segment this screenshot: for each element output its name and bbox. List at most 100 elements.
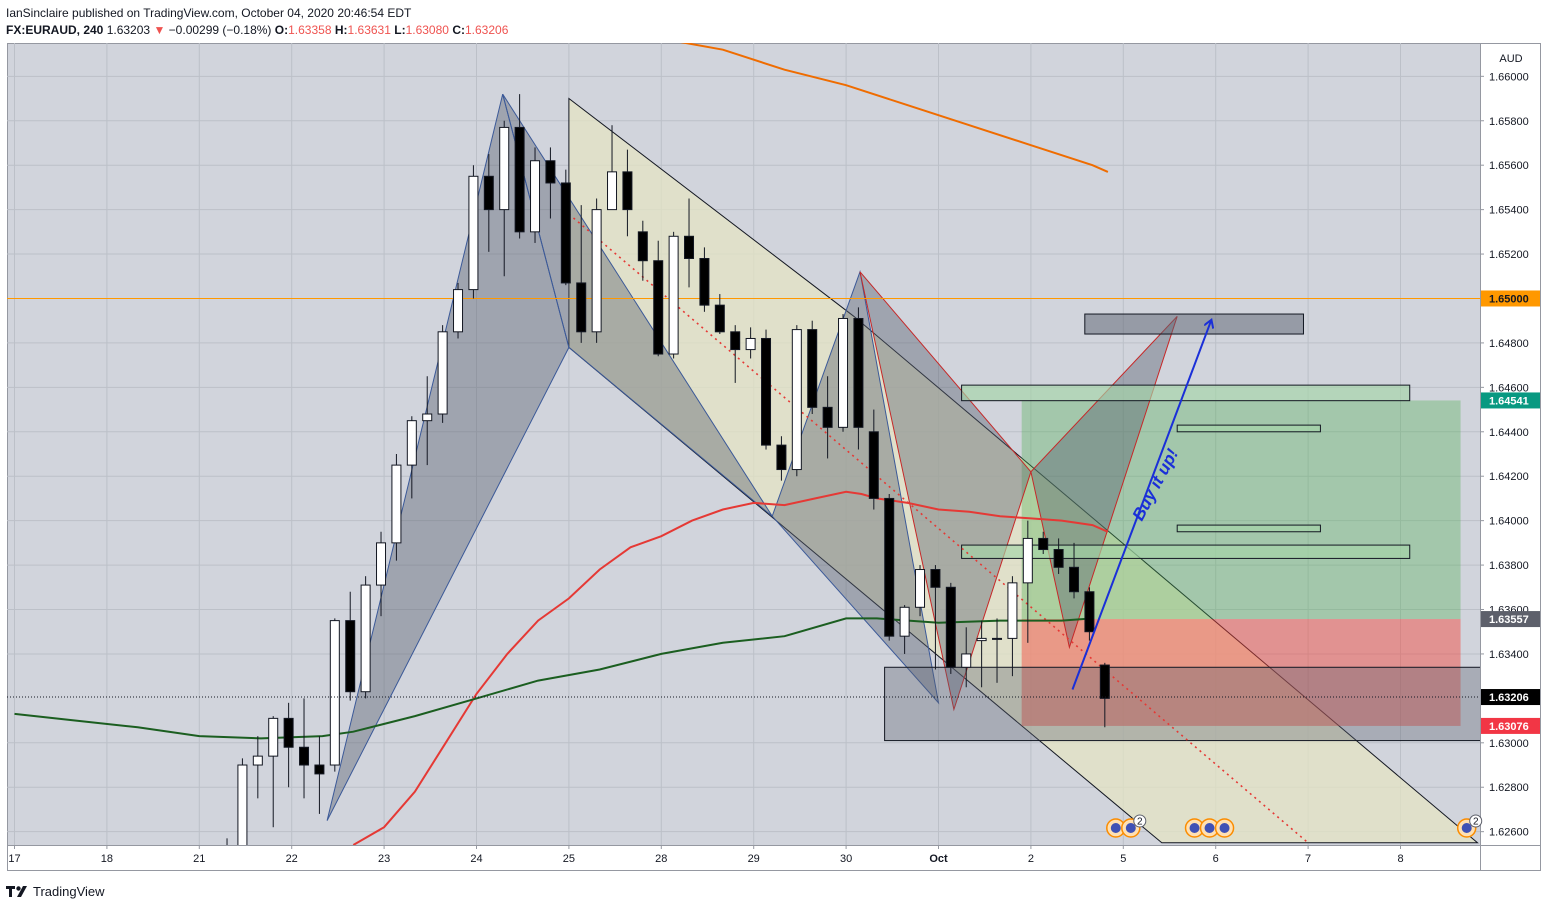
event-flag-icon — [1125, 823, 1136, 833]
candle-up — [992, 637, 1003, 640]
price-tick-label: 1.62600 — [1489, 827, 1529, 839]
high-label: H: — [334, 23, 348, 37]
open-value: 1.63358 — [288, 23, 332, 37]
candle-down — [314, 764, 325, 775]
time-tick-label: 18 — [101, 853, 113, 865]
price-tick-label: 1.65600 — [1489, 160, 1529, 172]
candle-up — [499, 126, 510, 211]
candle-up — [391, 464, 402, 544]
price-badge-label: 1.65000 — [1489, 293, 1529, 305]
candle-down — [299, 746, 310, 766]
candle-down — [545, 160, 556, 184]
price-tick-label: 1.63400 — [1489, 649, 1529, 661]
event-count: 2 — [1473, 817, 1479, 828]
candle-down — [560, 182, 571, 284]
time-tick-label: 2 — [1028, 853, 1034, 865]
candle-down — [776, 444, 787, 471]
candle-up — [530, 160, 541, 233]
candle-up — [468, 175, 479, 291]
event-flag-icon — [1461, 823, 1472, 833]
candle-up — [838, 317, 849, 428]
event-count-badge — [1133, 814, 1147, 828]
price-change: −0.00299 (−0.18%) — [168, 23, 272, 37]
price-chart[interactable]: Buy it up!2 2AUD1.660001.658001.656001.65… — [0, 0, 1548, 879]
price-badge-label: 1.63076 — [1489, 721, 1529, 733]
moving-average-2 — [14, 617, 1093, 740]
time-axis — [7, 845, 1541, 871]
footer-brand[interactable]: TradingView — [33, 883, 105, 899]
down-arrow-icon: ▼ — [153, 23, 166, 37]
price-zone — [1176, 424, 1321, 433]
last-price: 1.63203 — [106, 23, 151, 37]
candle-up — [376, 542, 387, 586]
price-tick-label: 1.62800 — [1489, 782, 1529, 794]
price-badge — [1481, 611, 1540, 628]
loss-zone — [1021, 619, 1461, 726]
chart-header: IanSinclaire published on TradingView.co… — [6, 5, 1536, 39]
chart-frame — [7, 43, 1541, 871]
event-flag-icon — [1110, 823, 1121, 833]
time-tick-label: 30 — [840, 853, 852, 865]
candle-down — [1084, 591, 1095, 633]
price-tick-label: 1.64200 — [1489, 471, 1529, 483]
price-axis — [1480, 43, 1541, 845]
candle-down — [930, 569, 941, 588]
candle-down — [1069, 566, 1080, 593]
candle-up — [453, 289, 464, 333]
time-tick-label: 8 — [1397, 853, 1403, 865]
candle-down — [1053, 549, 1064, 568]
candle-down — [730, 331, 741, 351]
time-tick-label: 5 — [1120, 853, 1126, 865]
candle-up — [406, 420, 417, 466]
currency-label: AUD — [1499, 53, 1522, 65]
time-tick-label: 23 — [378, 853, 390, 865]
price-tick-label: 1.63800 — [1489, 560, 1529, 572]
candle-down — [483, 175, 494, 211]
price-badge — [1481, 717, 1540, 734]
candle-down — [576, 282, 587, 333]
low-value: 1.63080 — [405, 23, 449, 37]
candle-up — [668, 235, 679, 355]
profit-zone — [1021, 400, 1461, 620]
price-badge-label: 1.63206 — [1489, 692, 1529, 704]
time-tick-label: 17 — [8, 853, 20, 865]
price-zone — [961, 384, 1411, 402]
harmonic-pattern-3 — [859, 271, 1032, 712]
candle-down — [283, 717, 294, 748]
time-tick-label: 22 — [286, 853, 298, 865]
moving-average-3 — [680, 43, 1109, 173]
event-count: 2 — [1137, 817, 1143, 828]
price-tick-label: 1.66000 — [1489, 71, 1529, 83]
price-zone — [884, 666, 1480, 742]
candle-up — [915, 569, 926, 608]
high-value: 1.63631 — [347, 23, 391, 37]
candle-up — [360, 584, 371, 693]
time-tick-label: 21 — [193, 853, 205, 865]
plot-area: Buy it up! — [7, 43, 1480, 845]
candle-down — [345, 620, 356, 693]
time-tick-label: 24 — [470, 853, 482, 865]
tradingview-logo-icon[interactable] — [6, 884, 28, 898]
candle-up — [437, 331, 448, 415]
price-badge — [1481, 689, 1540, 706]
candle-up — [1007, 582, 1018, 639]
candle-down — [622, 171, 633, 211]
buy-arrow — [1071, 321, 1211, 690]
candle-down — [699, 257, 710, 306]
price-tick-label: 1.65800 — [1489, 116, 1529, 128]
candle-up — [268, 717, 279, 757]
candle-down — [714, 304, 725, 333]
footer: TradingView — [6, 880, 105, 902]
time-tick-label: 29 — [748, 853, 760, 865]
candle-down — [884, 497, 895, 637]
price-tick-label: 1.65400 — [1489, 205, 1529, 217]
time-tick-label: 6 — [1213, 853, 1219, 865]
candle-up — [1022, 537, 1033, 584]
symbol-line: FX:EURAUD, 240 1.63203 ▼ −0.00299 (−0.18… — [6, 22, 1536, 39]
price-tick-label: 1.63000 — [1489, 738, 1529, 750]
open-label: O: — [274, 23, 289, 37]
candle-down — [637, 231, 648, 262]
candle-up — [422, 413, 433, 422]
price-badge-label: 1.63557 — [1489, 614, 1529, 626]
candle-down — [945, 586, 956, 668]
